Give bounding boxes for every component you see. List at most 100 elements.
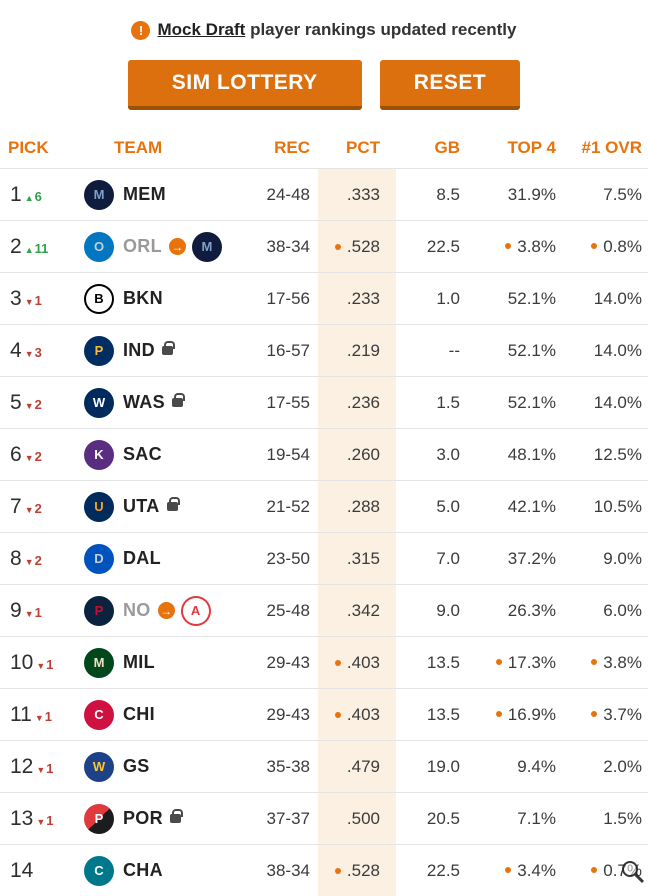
pct-cell: .528 <box>318 845 396 896</box>
pct-value: .236 <box>346 392 380 412</box>
mock-draft-link[interactable]: Mock Draft <box>157 20 246 39</box>
table-row[interactable]: 13 ▼ 1 P POR → 37-37 .500 20.5 7.1% 1.5% <box>0 792 648 844</box>
pct-cell: .500 <box>318 793 396 844</box>
pick-cell: 4 ▼ 3 <box>0 339 72 363</box>
changed-dot-icon <box>495 659 502 666</box>
table-row[interactable]: 7 ▼ 2 U UTA → 21-52 .288 5.0 42.1% 10.5% <box>0 480 648 532</box>
table-row[interactable]: 8 ▼ 2 D DAL → 23-50 .315 7.0 37.2% 9.0% <box>0 532 648 584</box>
table-row[interactable]: 11 ▼ 1 C CHI → 29-43 .403 13.5 16.9% 3.7… <box>0 688 648 740</box>
team-cell[interactable]: M MIL → <box>72 647 232 678</box>
movement-amount: 3 <box>34 344 42 360</box>
top4-value: 42.1% <box>507 496 556 516</box>
gb-cell: 3.0 <box>436 444 460 464</box>
team-cell[interactable]: D DAL → <box>72 543 232 574</box>
header-gb: GB <box>434 138 461 157</box>
record-cell: 17-56 <box>266 288 310 308</box>
movement-amount: 1 <box>44 708 52 724</box>
changed-dot-icon <box>591 659 598 666</box>
table-row[interactable]: 14 C CHA → 38-34 .528 22.5 3.4% 0.7% <box>0 844 648 896</box>
top4-value: 26.3% <box>507 600 556 620</box>
team-abbr: DAL <box>123 548 161 568</box>
changed-dot-icon <box>334 659 341 666</box>
movement-amount: 1 <box>46 760 54 776</box>
team-abbr: BKN <box>123 288 163 308</box>
team-cell[interactable]: O ORL → M <box>72 231 232 262</box>
pct-cell: .333 <box>318 169 396 220</box>
pct-value: .233 <box>346 288 380 308</box>
gb-cell: 1.5 <box>436 392 460 412</box>
pct-value: .219 <box>346 340 380 360</box>
movement-amount: 2 <box>34 396 42 412</box>
pick-number: 11 <box>10 702 32 726</box>
top4-cell: 42.1% <box>472 497 566 517</box>
table-row[interactable]: 1 ▲ 6 M MEM → 24-48 .333 8.5 31.9% 7.5% <box>0 168 648 220</box>
team-cell[interactable]: P POR → <box>72 803 232 834</box>
team-cell[interactable]: C CHA → <box>72 855 232 886</box>
team-cell[interactable]: C CHI → <box>72 699 232 730</box>
banner-text: Mock Draft player rankings updated recen… <box>157 20 516 40</box>
changed-dot-icon <box>495 711 502 718</box>
table-row[interactable]: 6 ▼ 2 K SAC → 19-54 .260 3.0 48.1% 12.5% <box>0 428 648 480</box>
movement-arrow-icon: ▲ <box>24 244 34 255</box>
pick-cell: 12 ▼ 1 <box>0 755 72 779</box>
lock-icon <box>169 809 183 823</box>
header-pick: PICK <box>8 138 49 157</box>
changed-dot-icon <box>591 711 598 718</box>
movement-indicator: ▼ 1 <box>25 293 42 308</box>
movement-arrow-icon: ▼ <box>34 712 44 723</box>
team-logo: W <box>84 387 114 418</box>
gb-cell: 1.0 <box>436 288 460 308</box>
sim-lottery-button[interactable]: SIM LOTTERY <box>127 60 362 110</box>
movement-indicator: ▼ 2 <box>25 553 42 568</box>
ovr-value: 3.8% <box>603 652 642 672</box>
table-row[interactable]: 12 ▼ 1 W GS → 35-38 .479 19.0 9.4% 2.0% <box>0 740 648 792</box>
top4-cell: 17.3% <box>472 653 566 673</box>
traded-team-logo: M <box>191 231 222 262</box>
team-logo: P <box>84 595 114 626</box>
team-cell[interactable]: P NO → A <box>72 595 232 626</box>
top4-value: 3.8% <box>517 236 556 256</box>
pct-cell: .233 <box>318 273 396 324</box>
team-logo: C <box>84 855 114 886</box>
team-cell[interactable]: K SAC → <box>72 439 232 470</box>
record-cell: 37-37 <box>266 808 310 828</box>
team-cell[interactable]: P IND → <box>72 335 232 366</box>
pick-number: 1 <box>10 182 22 206</box>
table-row[interactable]: 2 ▲ 11 O ORL → M 38-34 .528 22.5 3.8% 0.… <box>0 220 648 272</box>
top4-cell: 31.9% <box>472 185 566 205</box>
record-cell: 19-54 <box>266 444 310 464</box>
gb-cell: 20.5 <box>426 808 460 828</box>
team-cell[interactable]: U UTA → <box>72 491 232 522</box>
pick-cell: 3 ▼ 1 <box>0 287 72 311</box>
record-cell: 38-34 <box>266 236 310 256</box>
table-row[interactable]: 4 ▼ 3 P IND → 16-57 .219 -- 52.1% 14.0% <box>0 324 648 376</box>
movement-arrow-icon: ▼ <box>24 556 34 567</box>
team-cell[interactable]: B BKN → <box>72 283 232 314</box>
reset-button[interactable]: RESET <box>379 60 521 110</box>
ovr-value: 12.5% <box>593 444 642 464</box>
gb-cell: 13.5 <box>426 652 460 672</box>
team-cell[interactable]: W WAS → <box>72 387 232 418</box>
gb-cell: 8.5 <box>436 184 460 204</box>
movement-amount: 2 <box>34 500 42 516</box>
team-cell[interactable]: M MEM → <box>72 179 232 210</box>
ovr-value: 7.5% <box>603 184 642 204</box>
pick-cell: 1 ▲ 6 <box>0 183 72 207</box>
table-row[interactable]: 3 ▼ 1 B BKN → 17-56 .233 1.0 52.1% 14.0% <box>0 272 648 324</box>
pick-cell: 9 ▼ 1 <box>0 599 72 623</box>
team-logo: P <box>84 803 114 834</box>
gb-cell: 22.5 <box>426 860 460 880</box>
ovr-value: 6.0% <box>603 600 642 620</box>
table-row[interactable]: 5 ▼ 2 W WAS → 17-55 .236 1.5 52.1% 14.0% <box>0 376 648 428</box>
pick-number: 3 <box>10 286 22 310</box>
table-row[interactable]: 9 ▼ 1 P NO → A 25-48 .342 9.0 26.3% 6.0% <box>0 584 648 636</box>
team-cell[interactable]: W GS → <box>72 751 232 782</box>
pick-cell: 8 ▼ 2 <box>0 547 72 571</box>
table-row[interactable]: 10 ▼ 1 M MIL → 29-43 .403 13.5 17.3% 3.8… <box>0 636 648 688</box>
team-abbr: MIL <box>123 652 155 672</box>
pick-cell: 2 ▲ 11 <box>0 235 72 259</box>
top4-value: 31.9% <box>507 184 556 204</box>
team-abbr: SAC <box>123 444 162 464</box>
header-top4: TOP 4 <box>507 138 556 157</box>
pct-value: .500 <box>346 808 380 828</box>
